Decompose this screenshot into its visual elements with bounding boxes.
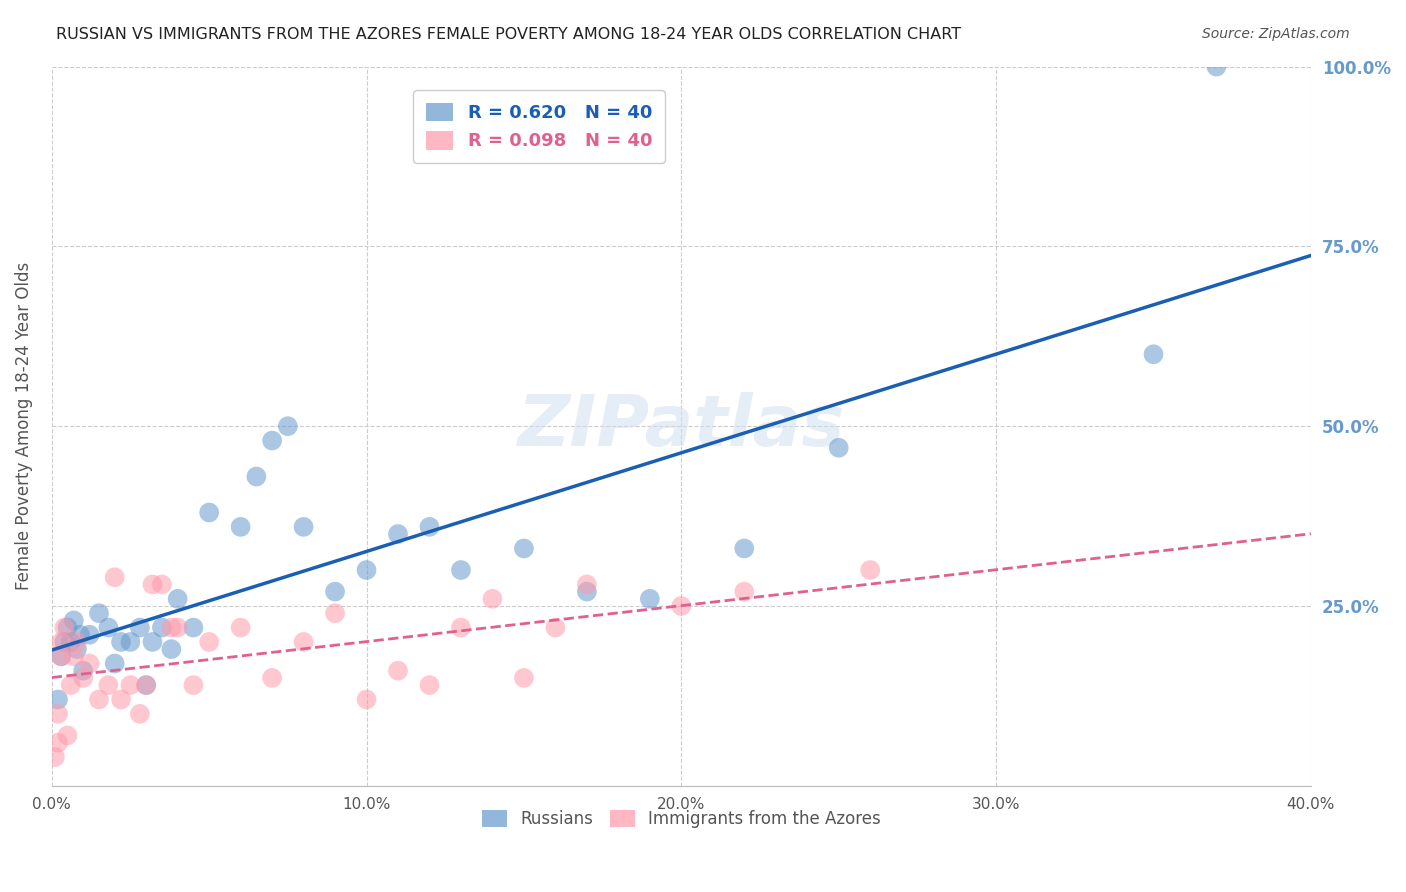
Russians bbox=[513, 541, 536, 556]
Russians bbox=[104, 657, 127, 671]
Immigrants from the Azores bbox=[418, 678, 440, 692]
Immigrants from the Azores bbox=[387, 664, 409, 678]
Immigrants from the Azores bbox=[671, 599, 693, 613]
Russians bbox=[245, 469, 267, 483]
Russians bbox=[141, 635, 163, 649]
Immigrants from the Azores bbox=[72, 671, 94, 685]
Immigrants from the Azores bbox=[104, 570, 127, 584]
Immigrants from the Azores bbox=[481, 591, 503, 606]
Immigrants from the Azores bbox=[59, 678, 82, 692]
Immigrants from the Azores bbox=[262, 671, 284, 685]
Russians bbox=[277, 419, 299, 434]
Immigrants from the Azores bbox=[141, 577, 163, 591]
Russians bbox=[1205, 60, 1227, 74]
Immigrants from the Azores bbox=[51, 649, 73, 664]
Immigrants from the Azores bbox=[87, 692, 110, 706]
Immigrants from the Azores bbox=[183, 678, 205, 692]
Russians bbox=[87, 606, 110, 620]
Immigrants from the Azores bbox=[166, 621, 188, 635]
Russians bbox=[450, 563, 472, 577]
Immigrants from the Azores bbox=[56, 728, 79, 742]
Immigrants from the Azores bbox=[120, 678, 142, 692]
Immigrants from the Azores bbox=[544, 621, 567, 635]
Russians bbox=[1142, 347, 1164, 361]
Y-axis label: Female Poverty Among 18-24 Year Olds: Female Poverty Among 18-24 Year Olds bbox=[15, 262, 32, 591]
Immigrants from the Azores bbox=[135, 678, 157, 692]
Russians bbox=[72, 664, 94, 678]
Russians bbox=[59, 635, 82, 649]
Russians bbox=[66, 642, 89, 657]
Russians bbox=[229, 520, 252, 534]
Russians bbox=[150, 621, 173, 635]
Russians bbox=[418, 520, 440, 534]
Immigrants from the Azores bbox=[356, 692, 378, 706]
Russians bbox=[828, 441, 851, 455]
Immigrants from the Azores bbox=[128, 706, 150, 721]
Russians bbox=[56, 621, 79, 635]
Immigrants from the Azores bbox=[150, 577, 173, 591]
Immigrants from the Azores bbox=[292, 635, 315, 649]
Russians bbox=[292, 520, 315, 534]
Russians bbox=[638, 591, 661, 606]
Immigrants from the Azores bbox=[513, 671, 536, 685]
Text: Source: ZipAtlas.com: Source: ZipAtlas.com bbox=[1202, 27, 1350, 41]
Russians bbox=[97, 621, 120, 635]
Text: ZIPatlas: ZIPatlas bbox=[517, 392, 845, 460]
Russians bbox=[733, 541, 755, 556]
Russians bbox=[166, 591, 188, 606]
Immigrants from the Azores bbox=[44, 750, 66, 764]
Text: RUSSIAN VS IMMIGRANTS FROM THE AZORES FEMALE POVERTY AMONG 18-24 YEAR OLDS CORRE: RUSSIAN VS IMMIGRANTS FROM THE AZORES FE… bbox=[56, 27, 962, 42]
Immigrants from the Azores bbox=[859, 563, 882, 577]
Immigrants from the Azores bbox=[97, 678, 120, 692]
Russians bbox=[69, 628, 91, 642]
Russians bbox=[160, 642, 183, 657]
Russians bbox=[53, 635, 76, 649]
Immigrants from the Azores bbox=[450, 621, 472, 635]
Russians bbox=[128, 621, 150, 635]
Immigrants from the Azores bbox=[110, 692, 132, 706]
Russians bbox=[51, 649, 73, 664]
Immigrants from the Azores bbox=[66, 635, 89, 649]
Immigrants from the Azores bbox=[323, 606, 346, 620]
Immigrants from the Azores bbox=[198, 635, 221, 649]
Russians bbox=[183, 621, 205, 635]
Immigrants from the Azores bbox=[733, 584, 755, 599]
Immigrants from the Azores bbox=[160, 621, 183, 635]
Legend: Russians, Immigrants from the Azores: Russians, Immigrants from the Azores bbox=[475, 804, 887, 835]
Russians bbox=[575, 584, 598, 599]
Russians bbox=[387, 527, 409, 541]
Immigrants from the Azores bbox=[62, 649, 84, 664]
Immigrants from the Azores bbox=[53, 621, 76, 635]
Russians bbox=[110, 635, 132, 649]
Russians bbox=[62, 613, 84, 627]
Immigrants from the Azores bbox=[46, 706, 69, 721]
Immigrants from the Azores bbox=[575, 577, 598, 591]
Russians bbox=[356, 563, 378, 577]
Russians bbox=[120, 635, 142, 649]
Immigrants from the Azores bbox=[51, 635, 73, 649]
Russians bbox=[79, 628, 101, 642]
Russians bbox=[135, 678, 157, 692]
Russians bbox=[46, 692, 69, 706]
Russians bbox=[262, 434, 284, 448]
Immigrants from the Azores bbox=[229, 621, 252, 635]
Immigrants from the Azores bbox=[46, 736, 69, 750]
Immigrants from the Azores bbox=[79, 657, 101, 671]
Russians bbox=[323, 584, 346, 599]
Russians bbox=[198, 506, 221, 520]
